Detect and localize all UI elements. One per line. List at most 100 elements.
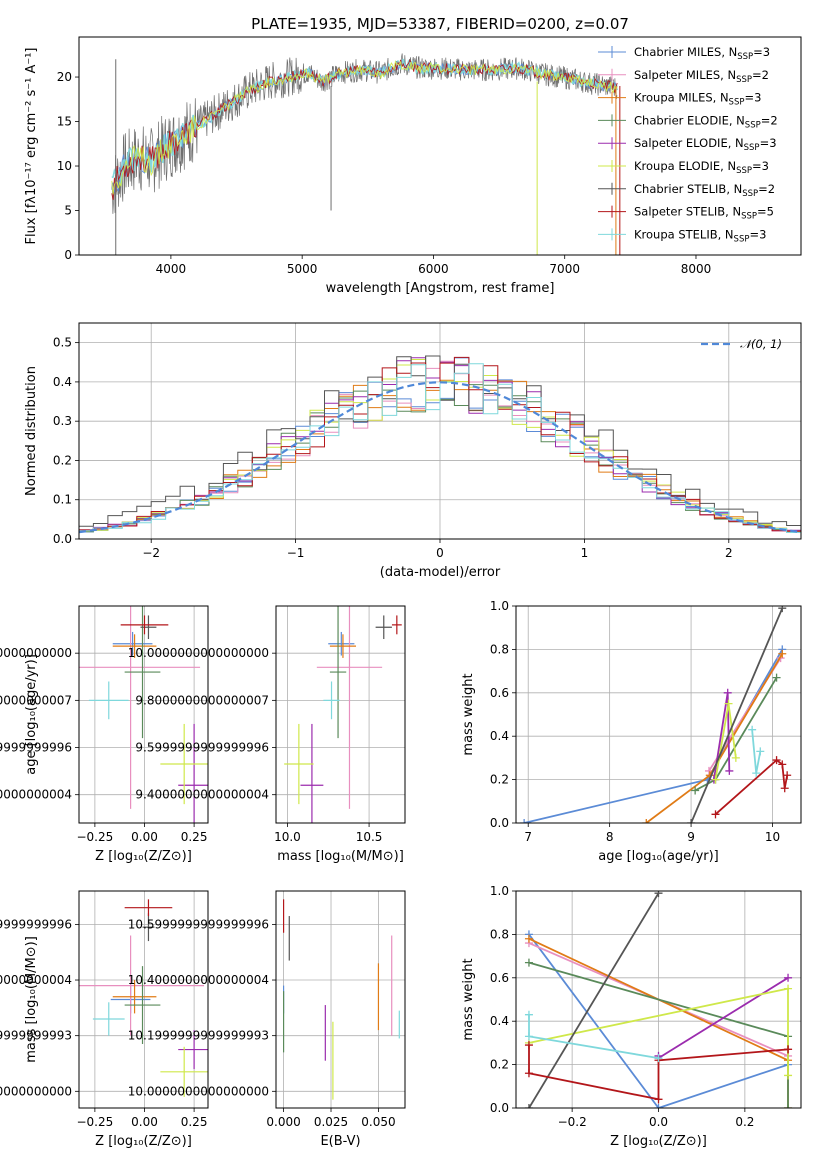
residuals-xtick-label: 0	[436, 546, 444, 560]
residuals-ytick-label: 0.2	[53, 453, 72, 467]
age-vs-Z-xtick-label: −0.25	[76, 830, 113, 844]
age-vs-Z-axes: −0.25 0.00 0.25 9.4000000000000004 9.5999999…	[0, 606, 208, 864]
massweight-vs-age-ytick-label: 0.4	[490, 729, 509, 743]
residuals-xlabel: (data-model)/error	[380, 565, 501, 580]
massweight-vs-Z-ytick-label: 1.0	[490, 884, 509, 898]
series-marker	[780, 784, 789, 793]
series-marker	[654, 891, 663, 898]
series-line-salpeter-stelib	[714, 758, 789, 815]
age-vs-mass-frame	[275, 605, 406, 824]
spectrum-xtick-label: 6000	[418, 262, 449, 276]
age-vs-mass-ytick-label: 9.8000000000000007	[135, 693, 269, 707]
residuals-axes: −2 −1 0 1 2 0.0 0.1 0.2 0.3 0.4 0.5 (data-model)/er…	[24, 323, 801, 580]
mass-vs-Z-ytick-label: 10.5999999999999996	[0, 917, 72, 931]
age-vs-Z-frame	[78, 605, 209, 824]
mass-vs-Z-xtick-label: 0.25	[181, 1115, 208, 1129]
mass-vs-EBV-ytick-label: 10.0000000000000000	[128, 1084, 269, 1098]
massweight-vs-Z-ylabel: mass weight	[461, 958, 476, 1040]
legend-label: Salpeter ELODIE, NSSP=3	[634, 136, 777, 153]
series-marker	[524, 1032, 533, 1041]
massweight-vs-Z-xlabel: Z [log₁₀(Z/Z⊙)]	[610, 1134, 707, 1149]
spectrum-ytick-label: 20	[57, 70, 72, 84]
residuals-ytick-label: 0.5	[53, 336, 72, 350]
series-marker	[784, 1045, 793, 1054]
massweight-vs-age-ytick-label: 0.2	[490, 773, 509, 787]
age-vs-Z-xlabel: Z [log₁₀(Z/Z⊙)]	[95, 849, 192, 864]
massweight-vs-Z-frame	[515, 890, 802, 1109]
series-marker	[654, 1095, 663, 1104]
mass-vs-EBV-xtick-label: 0.025	[314, 1115, 348, 1129]
legend-label: Kroupa MILES, NSSP=3	[634, 91, 761, 108]
spectrum-ytick-label: 10	[57, 159, 72, 173]
legend-label: Chabrier MILES, NSSP=3	[634, 45, 770, 62]
massweight-vs-age-plot	[520, 606, 792, 823]
residuals-ytick-label: 0.1	[53, 493, 72, 507]
residuals-frame	[78, 322, 802, 540]
massweight-vs-age-xtick-label: 7	[524, 830, 532, 844]
residuals-ytick-label: 0.0	[53, 532, 72, 546]
series-marker	[772, 673, 781, 682]
residuals-ytick-label: 0.4	[53, 375, 72, 389]
series-marker	[778, 649, 787, 658]
series-marker	[731, 753, 740, 762]
series-marker	[654, 1054, 663, 1063]
series-marker	[711, 775, 720, 784]
mass-vs-Z-xtick-label: −0.25	[76, 1115, 113, 1129]
massweight-vs-age-ytick-label: 0.8	[490, 642, 509, 656]
mass-vs-EBV-xtick-label: 0.050	[361, 1115, 395, 1129]
spectrum-plot	[111, 53, 621, 255]
mass-vs-Z-ytick-label: 10.0000000000000000	[0, 1084, 72, 1098]
residuals-plot	[79, 355, 801, 534]
spectrum-frame	[78, 36, 802, 256]
mass-vs-EBV-xtick-label: 0.000	[266, 1115, 300, 1129]
age-vs-Z-ytick-label: 9.8000000000000007	[0, 693, 72, 707]
histogram-salpeter-stelib	[79, 356, 801, 532]
massweight-vs-Z-ytick-label: 0.0	[490, 1101, 509, 1115]
massweight-vs-Z-ytick-label: 0.8	[490, 927, 509, 941]
age-vs-mass-xlabel: mass [log₁₀(M/M⊙)]	[277, 849, 404, 864]
series-marker	[524, 934, 533, 943]
age-vs-Z-plot	[79, 606, 208, 823]
series-marker	[756, 747, 765, 756]
legend-label: Kroupa ELODIE, NSSP=3	[634, 159, 769, 176]
residuals-ytick-label: 0.3	[53, 414, 72, 428]
series-line-chabrier-stelib	[690, 607, 784, 823]
mass-vs-EBV-ytick-label: 10.1999999999999993	[128, 1029, 269, 1043]
massweight-vs-age-frame	[515, 605, 802, 824]
series-marker	[783, 771, 792, 780]
series-marker	[748, 725, 757, 734]
spectrum-axes: 4000 5000 6000 7000 8000 0 5 10 15 20 wavelength […	[24, 15, 711, 296]
mass-vs-EBV-frame	[275, 890, 406, 1109]
series-line-chabrier-elodie	[694, 677, 778, 792]
mass-vs-Z-ytick-label: 10.4000000000000004	[0, 973, 72, 987]
mass-vs-Z-ylabel: mass [log₁₀(M/M⊙)]	[24, 936, 39, 1063]
massweight-vs-age-ytick-label: 0.0	[490, 816, 509, 830]
normal-curve	[79, 381, 801, 534]
series-marker	[778, 606, 787, 613]
mass-vs-EBV-ytick-label: 10.4000000000000004	[128, 973, 269, 987]
massweight-vs-age-xtick-label: 9	[687, 830, 695, 844]
series-marker	[524, 1010, 533, 1019]
series-marker	[524, 1041, 533, 1050]
massweight-vs-age-axes: 7 8 9 10 0.0 0.2 0.4 0.6 0.8 1.0 age [log₁₀(age/yr…	[461, 599, 801, 864]
spectrum-ytick-label: 0	[64, 248, 72, 262]
mass-vs-EBV-xlabel: E(B-V)	[320, 1134, 360, 1149]
series-marker	[520, 819, 529, 823]
residuals-xtick-label: 2	[725, 546, 733, 560]
legend-label: Kroupa STELIB, NSSP=3	[634, 227, 766, 244]
spectrum-xtick-label: 8000	[681, 262, 712, 276]
residuals-xtick-label: −2	[142, 546, 160, 560]
massweight-vs-Z-plot	[524, 891, 793, 1108]
series-marker	[524, 1104, 533, 1108]
residuals-legend: 𝒩(0, 1)	[701, 337, 782, 351]
series-line-chabrier-miles	[528, 933, 789, 1108]
age-vs-Z-xtick-label: 0.25	[181, 830, 208, 844]
massweight-vs-Z-xtick-label: 0.0	[649, 1115, 668, 1129]
series-marker	[725, 766, 734, 775]
age-vs-mass-plot	[284, 606, 402, 823]
massweight-vs-age-xlabel: age [log₁₀(age/yr)]	[598, 849, 719, 864]
spectrum-model-kroupa-elodie	[111, 60, 618, 195]
series-marker	[654, 1104, 663, 1108]
series-line-chabrier-stelib	[528, 892, 660, 1108]
